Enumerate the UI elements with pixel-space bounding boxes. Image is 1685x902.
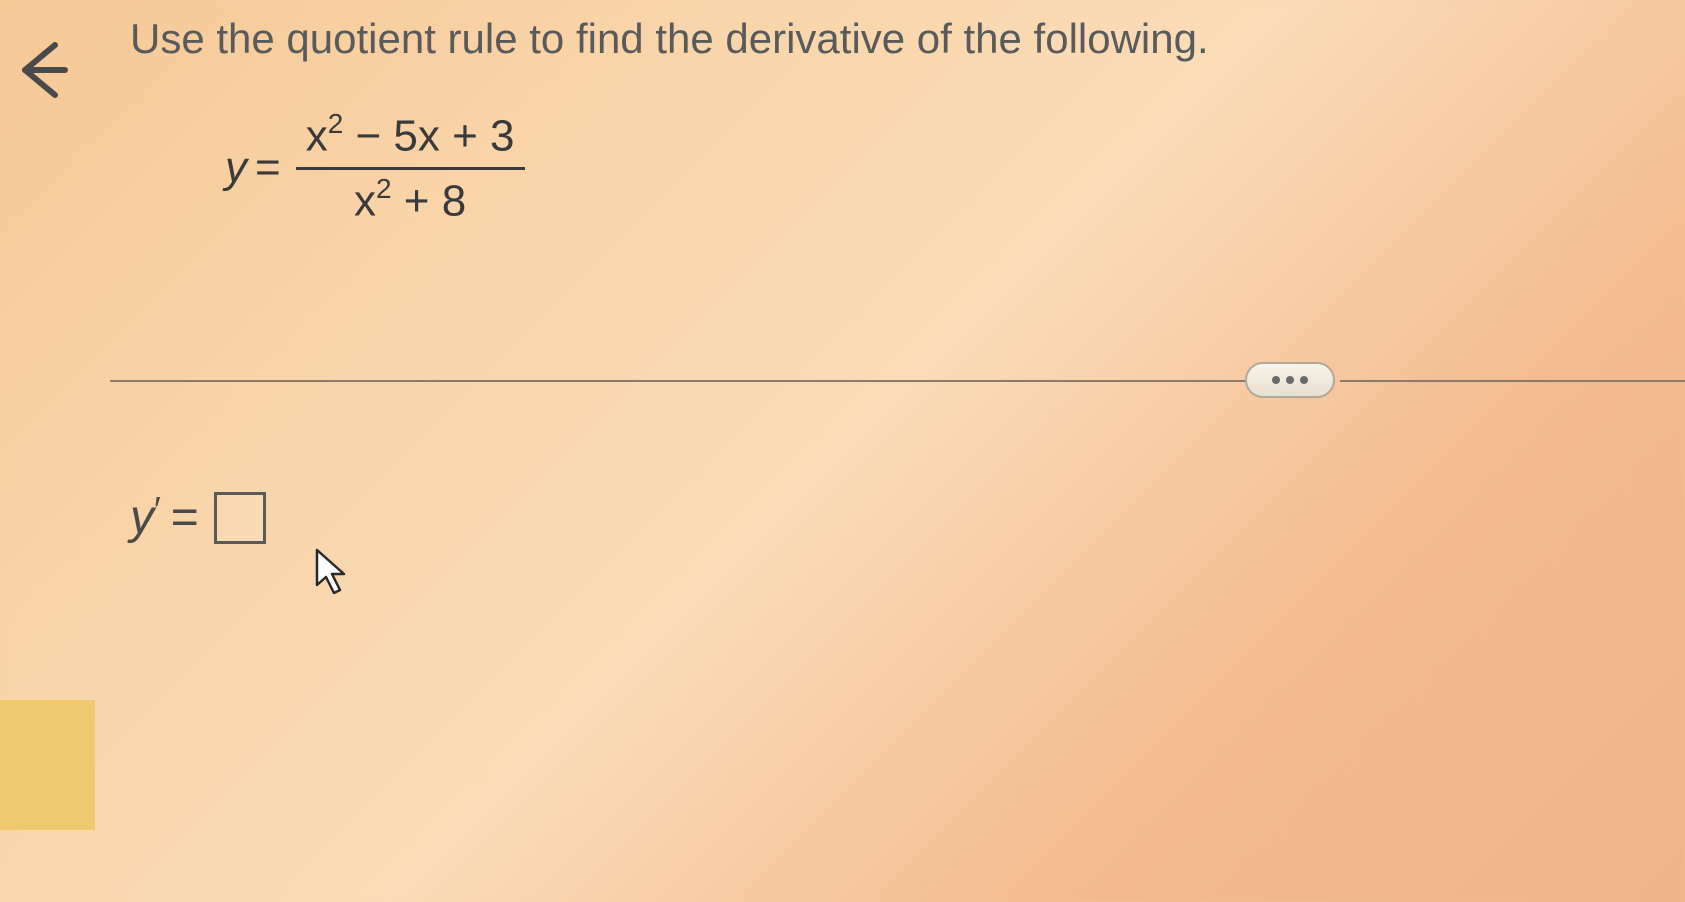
divider-line-right — [1340, 380, 1685, 382]
sidebar-highlight — [0, 700, 95, 830]
fraction-numerator: x2 − 5x + 3 — [296, 110, 525, 170]
answer-prime: ′ — [154, 489, 161, 531]
answer-input-box[interactable] — [214, 492, 266, 544]
answer-equals: = — [171, 490, 199, 545]
denominator-rest: + 8 — [392, 176, 467, 225]
equation-fraction: x2 − 5x + 3 x2 + 8 — [296, 110, 525, 226]
back-arrow-button[interactable] — [10, 35, 70, 121]
equation-lhs: y — [225, 143, 247, 193]
equation-equals: = — [255, 143, 281, 193]
more-options-button[interactable] — [1245, 362, 1335, 398]
numerator-rest: − 5x + 3 — [343, 112, 514, 161]
equation-display: y = x2 − 5x + 3 x2 + 8 — [225, 110, 525, 226]
numerator-x: x — [306, 112, 328, 161]
answer-block: y′ = — [130, 490, 266, 545]
denominator-x: x — [354, 176, 376, 225]
numerator-exponent: 2 — [328, 108, 344, 139]
content-area: Use the quotient rule to find the deriva… — [110, 0, 1685, 902]
fraction-denominator: x2 + 8 — [344, 170, 476, 227]
cursor-pointer-icon — [312, 545, 357, 600]
more-dots-icon — [1272, 376, 1308, 384]
denominator-exponent: 2 — [376, 173, 392, 204]
question-prompt: Use the quotient rule to find the deriva… — [130, 15, 1209, 63]
answer-lhs: y — [130, 490, 154, 545]
divider-line-left — [110, 380, 1260, 382]
